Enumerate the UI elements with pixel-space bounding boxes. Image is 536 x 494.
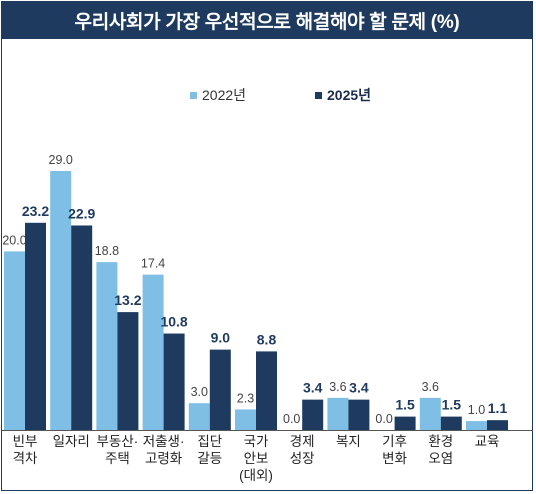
bar-2025 [440,416,462,430]
category-label: 저출생· [143,434,185,449]
category-label: 집단 [197,434,222,449]
category-label: 갈등 [197,451,222,466]
category-label: 국가 [244,434,269,449]
category-label: 변화 [382,451,407,466]
category-label: 오염 [428,451,453,466]
chart-legend: 2022년 2025년 [0,85,536,105]
data-label-2022: 3.0 [191,385,208,399]
data-label-2025: 3.4 [303,380,323,396]
legend-swatch-2025 [315,91,322,99]
category-label: 기후 [382,434,407,449]
bar-2022 [50,171,72,430]
bar-2022 [419,397,441,430]
data-label-2022: 17.4 [141,257,165,271]
data-label-2025: 1.1 [488,400,508,416]
bar-2025 [394,416,416,430]
data-label-2022: 29.0 [49,153,73,167]
category-label: 빈부 [13,434,38,449]
legend-label-2025: 2025년 [327,87,372,103]
bar-2025 [209,349,231,430]
category-label: (대외) [239,468,273,483]
data-label-2022: 18.8 [95,244,119,258]
bar-2022 [4,251,25,430]
bar-2025 [348,399,370,430]
category-label: 성장 [290,451,315,466]
legend-swatch-2022 [190,91,197,99]
chart-title: 우리사회가 가장 우선적으로 해결해야 할 문제 (%) [1,1,533,39]
data-label-2022: 1.0 [468,403,485,417]
data-label-2022: 2.3 [237,391,254,405]
bar-2025 [256,351,277,430]
category-label: 주택 [105,451,130,466]
data-label-2025: 8.8 [257,331,277,347]
category-label: 경제 [290,434,315,449]
bar-2022 [188,403,210,430]
category-label: 안보 [244,451,269,466]
bar-2025 [163,333,185,430]
category-label: 환경 [428,434,453,449]
data-label-2025: 9.0 [211,330,231,346]
legend-label-2022: 2022년 [202,87,247,103]
bar-2022 [327,397,349,430]
legend-item-2025: 2025년 [315,85,371,105]
bar-2025 [487,420,508,430]
category-label: 고령화 [145,451,182,466]
bar-2025 [25,222,46,430]
data-label-2022: 3.6 [329,380,346,394]
category-label: 부동산· [97,434,139,449]
data-label-2022: 3.6 [422,380,439,394]
data-label-2025: 22.9 [68,205,95,221]
category-label: 격차 [13,451,38,466]
category-label: 일자리 [53,434,90,449]
data-label-2025: 13.2 [114,292,141,308]
bar-2022 [466,421,487,430]
data-label-2022: 20.0 [2,233,26,247]
data-label-2022: 0.0 [375,412,392,426]
data-label-2022: 0.0 [283,412,300,426]
data-label-2025: 1.5 [395,397,415,413]
bar-2025 [117,312,139,430]
bar-2025 [302,399,324,430]
data-label-2025: 10.8 [160,314,187,330]
bar-2022 [235,409,256,430]
data-label-2025: 23.2 [22,203,49,219]
data-label-2025: 1.5 [442,397,462,413]
bar-2025 [71,225,93,430]
category-label: 교육 [475,434,500,449]
category-label: 복지 [336,434,361,449]
data-label-2025: 3.4 [349,380,369,396]
legend-item-2022: 2022년 [190,85,246,105]
bar-2022 [96,262,118,430]
bar-2022 [142,274,164,430]
